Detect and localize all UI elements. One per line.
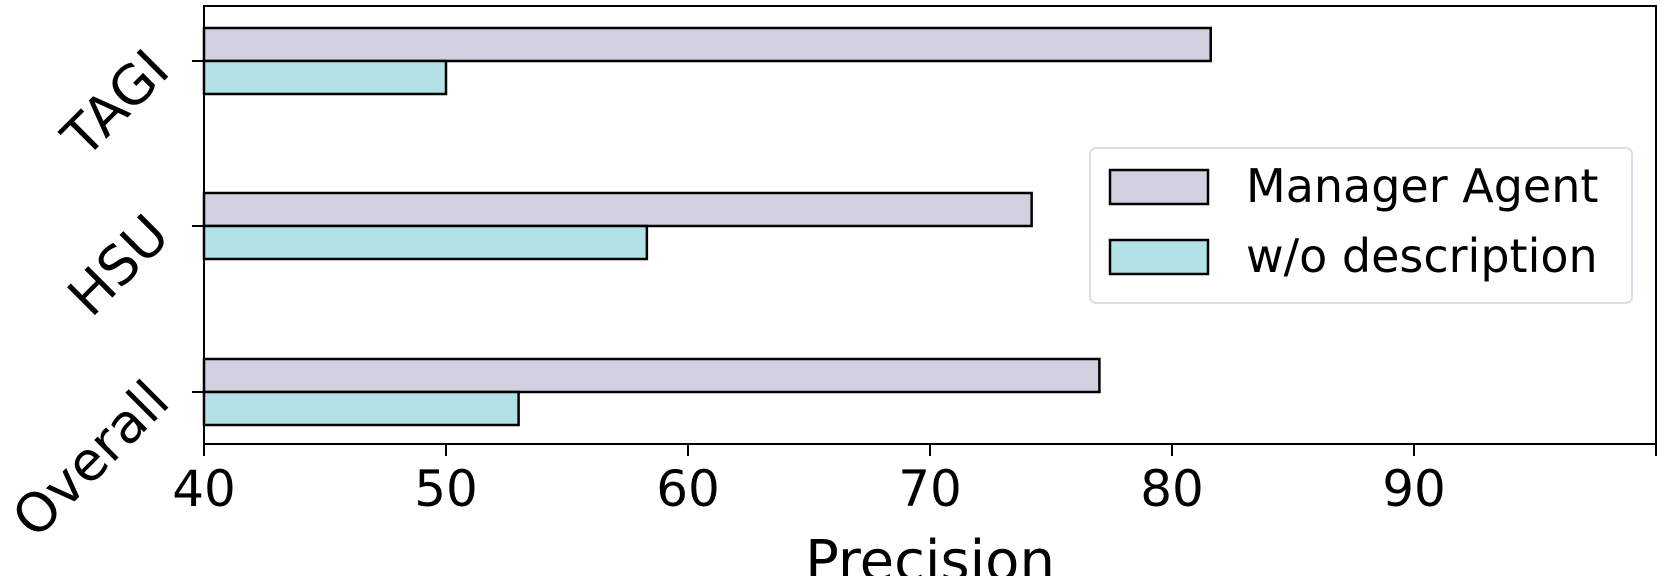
x-tick-label-50: 50 [414,460,478,518]
legend-label-wo-description: w/o description [1246,229,1598,283]
legend-label-manager-agent: Manager Agent [1246,159,1598,213]
bar-overall-manager-agent [202,357,1101,394]
bar-tagi-wo-description [202,59,448,96]
x-tick-label-70: 70 [898,460,962,518]
x-axis: 40 50 60 70 80 90 [172,444,1657,518]
bars-layer [202,26,1212,427]
y-tick-label-overall: Overall [0,369,181,550]
bar-tagi-manager-agent [202,26,1212,63]
bar-hsu-manager-agent [202,191,1033,228]
legend-frame [1089,147,1633,304]
bar-overall-wo-description [202,390,520,427]
legend-swatch-manager-agent [1108,168,1210,206]
x-tick-label-80: 80 [1140,460,1204,518]
x-tick-label-40: 40 [172,460,236,518]
legend-swatch-wo-description [1108,238,1210,276]
x-axis-label: Precision [805,529,1055,576]
bar-hsu-wo-description [202,224,649,261]
x-tick-label-90: 90 [1382,460,1446,518]
x-tick-label-60: 60 [656,460,720,518]
y-tick-label-tagi: TAGI [49,38,181,170]
y-tick-label-hsu: HSU [56,203,181,328]
legend: Manager Agent w/o description [1089,147,1633,304]
